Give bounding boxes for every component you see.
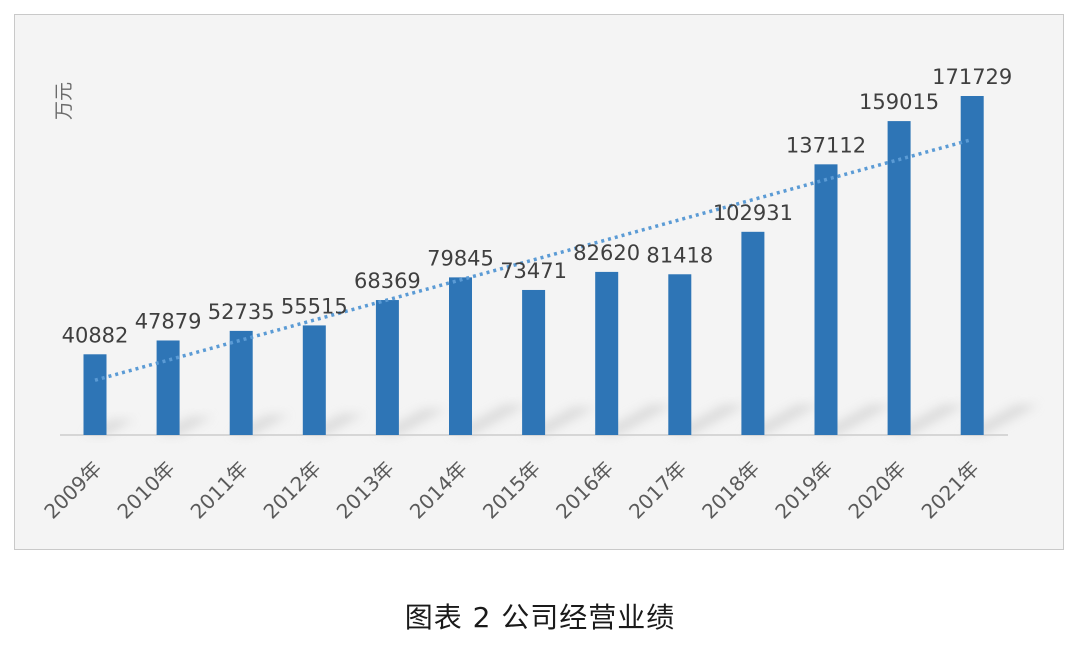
figure-caption: 图表 2 公司经营业绩 bbox=[404, 601, 676, 634]
x-tick-label: 2017年 bbox=[624, 456, 691, 523]
data-label: 79845 bbox=[427, 246, 494, 270]
trendline bbox=[94, 137, 973, 382]
x-tick-label: 2009年 bbox=[39, 456, 106, 523]
bar bbox=[302, 325, 326, 435]
x-tick-label: 2012年 bbox=[259, 456, 326, 523]
x-tick-labels: 2009年 2010年 2011年 2012年 2013年 2014年 2015年 2016年… bbox=[39, 456, 983, 523]
x-tick-label: 2011年 bbox=[186, 456, 253, 523]
bar bbox=[595, 271, 619, 435]
bar bbox=[960, 96, 984, 435]
bar bbox=[156, 340, 180, 435]
data-label: 137112 bbox=[786, 133, 866, 157]
data-label: 171729 bbox=[932, 65, 1012, 89]
bar bbox=[229, 330, 253, 435]
data-label: 82620 bbox=[573, 241, 640, 265]
data-label: 52735 bbox=[208, 300, 275, 324]
x-tick-label: 2019年 bbox=[770, 456, 837, 523]
bar bbox=[668, 274, 692, 435]
x-tick-label: 2013年 bbox=[332, 456, 399, 523]
bars bbox=[83, 96, 984, 435]
data-label: 68369 bbox=[354, 269, 421, 293]
bar bbox=[741, 231, 765, 435]
x-tick-label: 2021年 bbox=[917, 456, 984, 523]
data-label: 47879 bbox=[135, 309, 202, 333]
x-tick-label: 2018年 bbox=[697, 456, 764, 523]
data-label: 102931 bbox=[713, 201, 793, 225]
x-tick-label: 2016年 bbox=[551, 456, 618, 523]
data-label: 159015 bbox=[859, 90, 939, 114]
bar bbox=[522, 289, 546, 435]
data-label: 81418 bbox=[646, 243, 713, 267]
bar bbox=[83, 354, 107, 435]
data-label: 40882 bbox=[62, 323, 129, 347]
data-label: 55515 bbox=[281, 294, 348, 318]
x-tick-label: 2020年 bbox=[843, 456, 910, 523]
bar bbox=[449, 277, 472, 435]
bar bbox=[814, 164, 838, 435]
bar bbox=[375, 300, 399, 435]
bar bbox=[887, 121, 911, 435]
x-tick-label: 2015年 bbox=[478, 456, 545, 523]
x-tick-label: 2014年 bbox=[405, 456, 472, 523]
data-label: 73471 bbox=[500, 259, 567, 283]
x-tick-label: 2010年 bbox=[112, 456, 179, 523]
y-unit-label: 万元 bbox=[53, 82, 75, 120]
